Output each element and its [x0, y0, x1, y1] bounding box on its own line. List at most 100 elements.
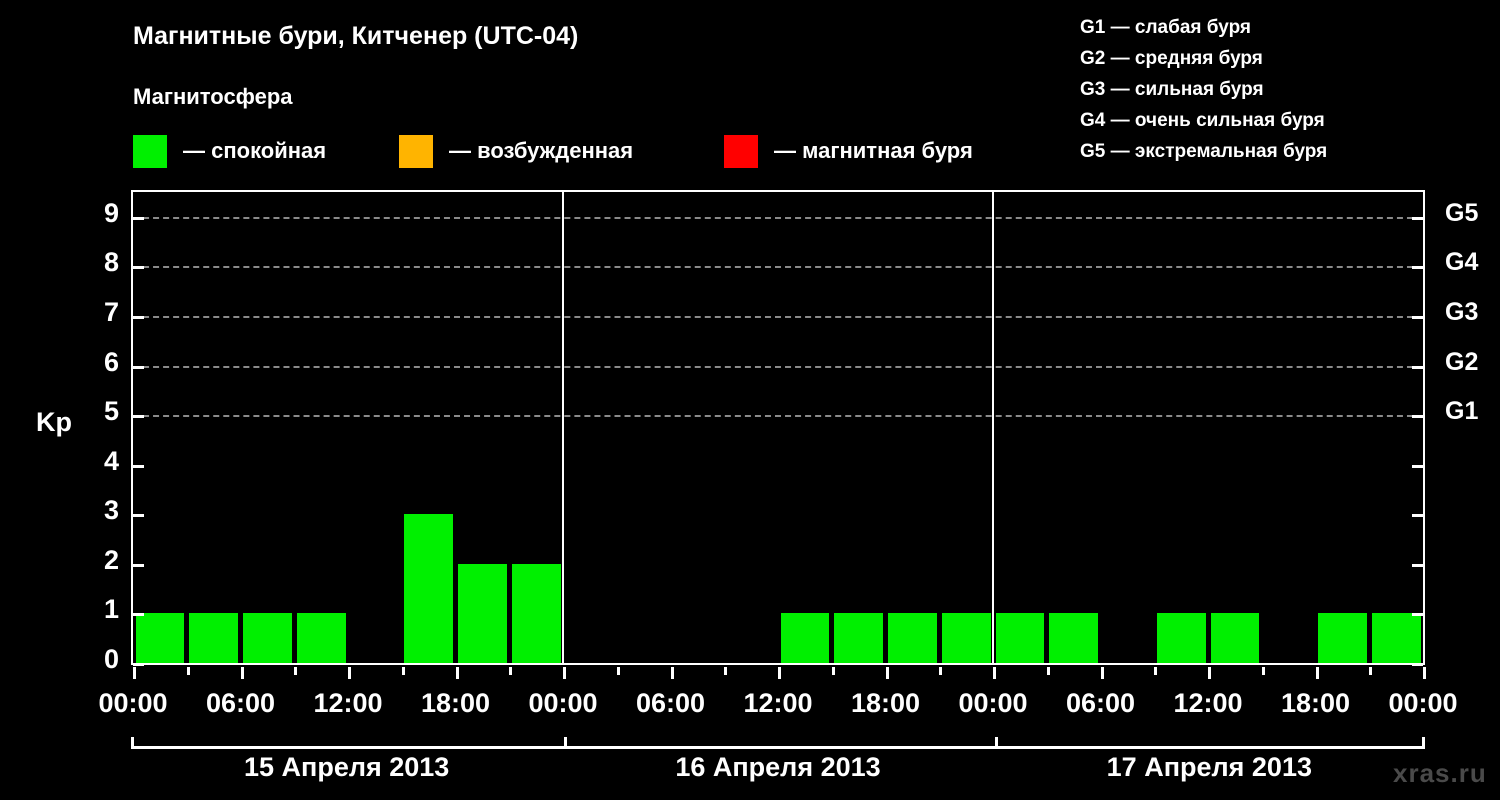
right-tick-mark	[1412, 613, 1423, 617]
x-tick-mark-minor	[1154, 667, 1158, 675]
x-tick-mark-minor	[1046, 667, 1050, 675]
x-tick-mark-minor	[294, 667, 298, 675]
x-tick-label: 00:00	[528, 688, 598, 718]
g-scale-legend: G1 — слабая буря G2 — средняя буря G3 — …	[1080, 12, 1327, 167]
y-tick-label: 9	[103, 197, 119, 228]
y-tick-label: 2	[103, 544, 119, 575]
right-tick-mark	[1412, 415, 1423, 419]
y-tick-label: 3	[103, 495, 119, 526]
bar	[189, 613, 238, 663]
g-scale-row-g3: G3 — сильная буря	[1080, 79, 1264, 100]
g-axis-tick-label: G2	[1445, 347, 1479, 376]
x-tick-mark	[885, 667, 889, 679]
x-tick-mark-minor	[1261, 667, 1265, 675]
plot-area	[131, 190, 1425, 665]
x-tick-mark-minor	[939, 667, 943, 675]
x-tick-label: 18:00	[420, 688, 491, 718]
x-tick-mark	[1208, 667, 1211, 679]
x-tick-label: 18:00	[1280, 688, 1351, 718]
x-tick-label: 12:00	[313, 688, 383, 718]
right-tick-mark	[1412, 266, 1423, 270]
bracket-separator	[995, 737, 999, 749]
bar	[834, 613, 883, 663]
bar	[780, 613, 830, 663]
day-label: 16 Апреля 2013	[675, 752, 881, 782]
y-tick-label: 5	[103, 396, 119, 427]
y-axis-title: Kp	[36, 407, 72, 437]
y-tick-label: 7	[103, 296, 119, 327]
bar	[1049, 613, 1098, 663]
legend-label-unsettled: — возбужденная	[449, 138, 634, 163]
g-axis-tick-label: G5	[1445, 198, 1479, 227]
x-tick-mark-minor	[509, 667, 513, 675]
legend-label-calm: — спокойная	[183, 138, 327, 163]
y-tick-mark	[133, 514, 144, 518]
g-scale-row-g5: G5 — экстремальная буря	[1080, 141, 1328, 162]
x-tick-mark	[240, 667, 244, 679]
y-tick-label: 8	[103, 247, 119, 278]
y-tick-mark	[133, 563, 144, 567]
day-separator	[992, 192, 994, 663]
y-tick-mark	[133, 216, 144, 220]
g-axis-tick-label: G1	[1445, 397, 1479, 426]
g-scale-row-g4: G4 — очень сильная буря	[1080, 110, 1325, 131]
gridline	[133, 315, 1423, 318]
y-tick-label: 6	[103, 346, 119, 377]
x-tick-mark	[348, 667, 351, 679]
x-tick-label: 00:00	[1388, 688, 1458, 718]
x-tick-label: 12:00	[743, 688, 813, 718]
bar	[511, 563, 561, 663]
bar	[941, 613, 991, 663]
y-tick-label: 4	[103, 445, 119, 476]
x-tick-mark	[133, 667, 136, 679]
day-label: 17 Апреля 2013	[1106, 752, 1312, 782]
bracket-separator	[563, 737, 567, 749]
y-tick-mark	[133, 315, 144, 319]
day-separator	[562, 192, 564, 663]
y-tick-label: 0	[103, 644, 119, 674]
right-tick-mark	[1412, 514, 1423, 518]
day-bracket	[131, 737, 1425, 749]
day-label: 15 Апреля 2013	[243, 752, 450, 782]
x-tick-mark-minor	[831, 667, 835, 675]
x-tick-mark-minor	[724, 667, 728, 675]
x-tick-label: 06:00	[205, 688, 276, 718]
x-tick-mark-minor	[1369, 667, 1373, 675]
bar	[296, 613, 346, 663]
x-tick-label: 12:00	[1173, 688, 1243, 718]
x-tick-label: 00:00	[958, 688, 1028, 718]
legend-label-storm: — магнитная буря	[774, 138, 973, 163]
gridline	[133, 216, 1423, 219]
gridline	[133, 415, 1423, 418]
right-tick-mark	[1412, 663, 1423, 666]
y-tick-mark	[133, 613, 144, 617]
x-tick-mark	[563, 667, 566, 679]
right-tick-mark	[1412, 365, 1423, 369]
watermark: xras.ru	[1393, 758, 1487, 788]
legend-item-storm: — магнитная буря	[724, 134, 973, 168]
x-tick-mark	[1423, 667, 1426, 679]
x-tick-label: 06:00	[635, 688, 706, 718]
bar	[1318, 613, 1367, 663]
gridline	[133, 266, 1423, 269]
bar	[995, 613, 1045, 663]
green-square-icon	[133, 134, 167, 168]
x-tick-mark-minor	[401, 667, 405, 675]
x-tick-mark-minor	[186, 667, 190, 675]
bar	[1156, 613, 1206, 663]
plot-inner	[133, 192, 1423, 663]
page-title: Магнитные бури, Китченер (UTC-04)	[133, 22, 579, 50]
bar	[888, 613, 937, 663]
bar	[135, 613, 185, 663]
y-tick-mark	[133, 415, 144, 419]
x-tick-label: 00:00	[98, 688, 168, 718]
right-tick-mark	[1412, 315, 1423, 319]
x-tick-mark	[1315, 667, 1319, 679]
magnetosphere-legend-title: Магнитосфера	[133, 84, 293, 109]
y-tick-label: 1	[103, 594, 119, 625]
bar	[1210, 613, 1260, 663]
y-tick-mark	[133, 663, 144, 666]
g-scale-row-g1: G1 — слабая буря	[1080, 17, 1252, 38]
x-tick-mark	[993, 667, 996, 679]
g-axis-tick-label: G3	[1445, 297, 1479, 326]
